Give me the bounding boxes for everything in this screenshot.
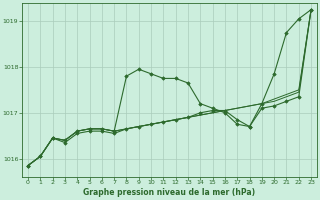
X-axis label: Graphe pression niveau de la mer (hPa): Graphe pression niveau de la mer (hPa) [84, 188, 256, 197]
